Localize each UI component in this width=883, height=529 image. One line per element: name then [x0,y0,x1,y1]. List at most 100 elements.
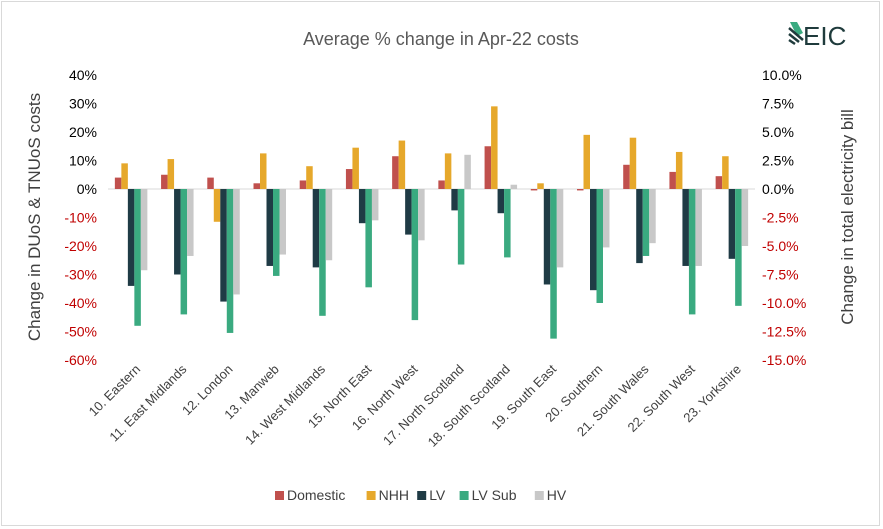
bar-domestic-8 [484,146,492,189]
y-tick-label: -30% [64,267,97,283]
bar-domestic-0 [114,177,122,189]
bar-nhh-3 [260,153,267,190]
bar-lv-12 [682,189,689,266]
bar-hv-9 [556,189,564,268]
bar-lv-10 [590,189,597,291]
bars-group [114,106,749,339]
bar-hv-2 [233,189,240,295]
y2-tick-label: -15.0% [762,352,806,368]
bar-nhh-10 [583,134,590,189]
y2-tick-label: 10.0% [762,67,802,83]
bar-lv-sub-12 [688,189,696,315]
bar-nhh-5 [352,147,359,189]
y2-tick-label: 0.0% [762,181,794,197]
bar-lv-8 [497,189,505,214]
y2-tick-label: -5.0% [762,238,799,254]
bar-nhh-0 [121,163,128,189]
y-tick-label: -60% [64,352,97,368]
y-tick-label: 20% [69,124,97,140]
bar-nhh-9 [537,183,544,189]
y-tick-label: -50% [64,324,97,340]
bar-domestic-3 [253,183,260,189]
x-category-label: 17. North Scotland [380,362,467,449]
bar-lv-sub-10 [596,189,603,303]
bar-lv-13 [728,189,736,259]
bar-lv-sub-2 [226,189,234,333]
bar-lv-9 [543,189,551,285]
y-tick-label: 0% [77,181,97,197]
y2-axis-ticks: 10.0% 7.5% 5.0% 2.5% 0.0% -2.5% -5.0% -7.5% -10.… [762,67,806,368]
bar-hv-7 [464,154,471,189]
legend-label: HV [547,487,567,503]
y2-tick-label: 5.0% [762,124,794,140]
bar-nhh-12 [675,151,683,189]
bar-lv-5 [358,189,366,224]
bar-lv-sub-7 [457,189,465,265]
bar-hv-6 [418,189,425,241]
y-tick-label: 10% [69,153,97,169]
bar-domestic-4 [299,180,307,189]
legend-label: Domestic [287,487,345,503]
bar-lv-1 [174,189,181,275]
legend-swatch [459,491,469,500]
logo-text: EIC [803,21,846,51]
bar-lv-6 [405,189,412,235]
bar-lv-sub-4 [319,189,326,316]
legend-swatch [275,491,284,500]
y2-tick-label: 7.5% [762,96,794,112]
bar-nhh-4 [306,166,313,189]
bar-lv-3 [266,189,273,266]
bar-domestic-5 [345,169,353,189]
bar-lv-sub-13 [735,189,742,306]
bar-lv-7 [451,189,458,211]
x-category-label: 11. East Midlands [106,361,189,444]
bar-lv-11 [636,189,643,264]
bar-lv-sub-11 [642,189,650,256]
x-category-label: 18. South Scotland [425,362,513,450]
x-category-label: 14. West Midlands [242,361,328,447]
bar-hv-10 [603,189,610,248]
y-axis-label: Change in DUoS & TNUoS costs [25,93,44,341]
legend-swatch [534,491,544,500]
y-tick-label: 40% [69,67,97,83]
bar-domestic-9 [530,189,538,191]
y-tick-label: -40% [64,295,97,311]
bar-nhh-13 [722,156,729,189]
bar-nhh-6 [398,140,406,189]
y-axis-ticks: 40% 30% 20% 10% 0% -10% -20% -30% -40% -50% -60% [64,67,97,368]
bar-domestic-12 [669,171,676,189]
bar-domestic-7 [438,180,445,189]
bar-nhh-1 [167,159,175,189]
bar-hv-11 [649,189,656,244]
y-tick-label: 30% [69,96,97,112]
y2-tick-label: -2.5% [762,210,799,226]
y-tick-label: -20% [64,238,97,254]
eic-logo: EIC [788,21,846,51]
bar-domestic-2 [207,177,214,189]
bar-lv-sub-1 [180,189,188,315]
bar-domestic-1 [161,174,168,189]
bar-lv-sub-0 [134,189,141,326]
bar-hv-0 [140,189,148,271]
bar-lv-2 [220,189,227,302]
y2-tick-label: 2.5% [762,153,794,169]
bar-hv-8 [510,184,518,189]
bar-domestic-6 [392,156,399,189]
legend-label: LV Sub [472,487,517,503]
y-tick-label: -10% [64,210,97,226]
bar-hv-3 [279,189,286,255]
bar-lv-sub-3 [273,189,280,276]
bar-lv-4 [312,189,320,268]
legend: Domestic NHH LV LV Sub HV [275,487,567,503]
legend-swatch [366,491,376,500]
legend-swatch [417,491,427,500]
y2-tick-label: -7.5% [762,267,799,283]
bar-domestic-11 [623,164,630,189]
bar-lv-0 [127,189,135,286]
bar-hv-5 [371,189,379,221]
bar-lv-sub-5 [365,189,372,288]
bar-hv-12 [695,189,702,266]
